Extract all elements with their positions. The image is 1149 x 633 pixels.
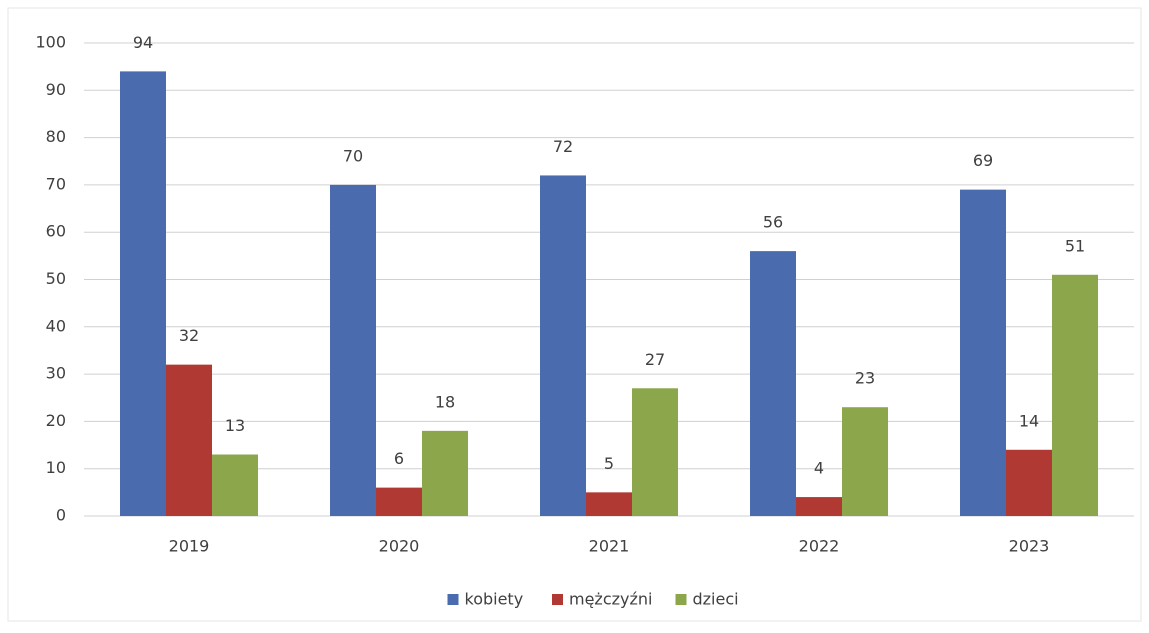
legend-swatch <box>447 594 459 605</box>
data-label: 23 <box>855 369 875 388</box>
data-label: 70 <box>343 146 363 165</box>
chart-border <box>7 7 1142 622</box>
y-tick-label: 50 <box>46 269 66 288</box>
y-tick-label: 40 <box>46 316 66 335</box>
y-tick-label: 100 <box>35 33 66 52</box>
y-tick-label: 30 <box>46 364 66 383</box>
x-tick-label: 2020 <box>379 537 420 556</box>
data-label: 27 <box>645 350 665 369</box>
bar <box>842 407 888 516</box>
bar <box>212 454 258 516</box>
bar <box>120 71 166 516</box>
bar <box>960 189 1006 516</box>
data-label: 18 <box>435 392 455 411</box>
y-tick-label: 90 <box>46 80 66 99</box>
data-label: 5 <box>604 454 614 473</box>
data-label: 14 <box>1019 411 1039 430</box>
data-label: 4 <box>814 459 824 478</box>
data-label: 13 <box>225 416 245 435</box>
data-label: 56 <box>763 213 783 232</box>
data-label: 69 <box>973 151 993 170</box>
bar <box>586 492 632 516</box>
x-tick-label: 2021 <box>589 537 630 556</box>
x-tick-label: 2019 <box>169 537 210 556</box>
bar <box>796 497 842 516</box>
legend-label: kobiety <box>465 590 524 609</box>
legend-swatch <box>552 594 563 605</box>
legend-label: mężczyźni <box>569 590 652 609</box>
y-tick-label: 80 <box>46 127 66 146</box>
data-label: 94 <box>133 33 153 52</box>
data-label: 51 <box>1065 236 1085 255</box>
bar <box>330 184 376 516</box>
bar <box>540 175 586 516</box>
y-tick-label: 60 <box>46 222 66 241</box>
legend-label: dzieci <box>693 590 739 609</box>
y-tick-label: 20 <box>46 411 66 430</box>
x-tick-label: 2023 <box>1009 537 1050 556</box>
y-tick-label: 70 <box>46 174 66 193</box>
legend-swatch <box>675 594 687 605</box>
bar <box>376 487 422 516</box>
x-tick-label: 2022 <box>799 537 840 556</box>
bar <box>632 388 678 516</box>
data-label: 72 <box>553 137 573 156</box>
data-label: 32 <box>179 326 199 345</box>
y-tick-label: 0 <box>56 506 66 525</box>
bar <box>750 251 796 516</box>
data-label: 6 <box>394 449 404 468</box>
bar <box>422 430 468 516</box>
bar <box>1052 274 1098 516</box>
bar <box>1006 449 1052 516</box>
bar <box>166 364 212 516</box>
y-tick-label: 10 <box>46 458 66 477</box>
